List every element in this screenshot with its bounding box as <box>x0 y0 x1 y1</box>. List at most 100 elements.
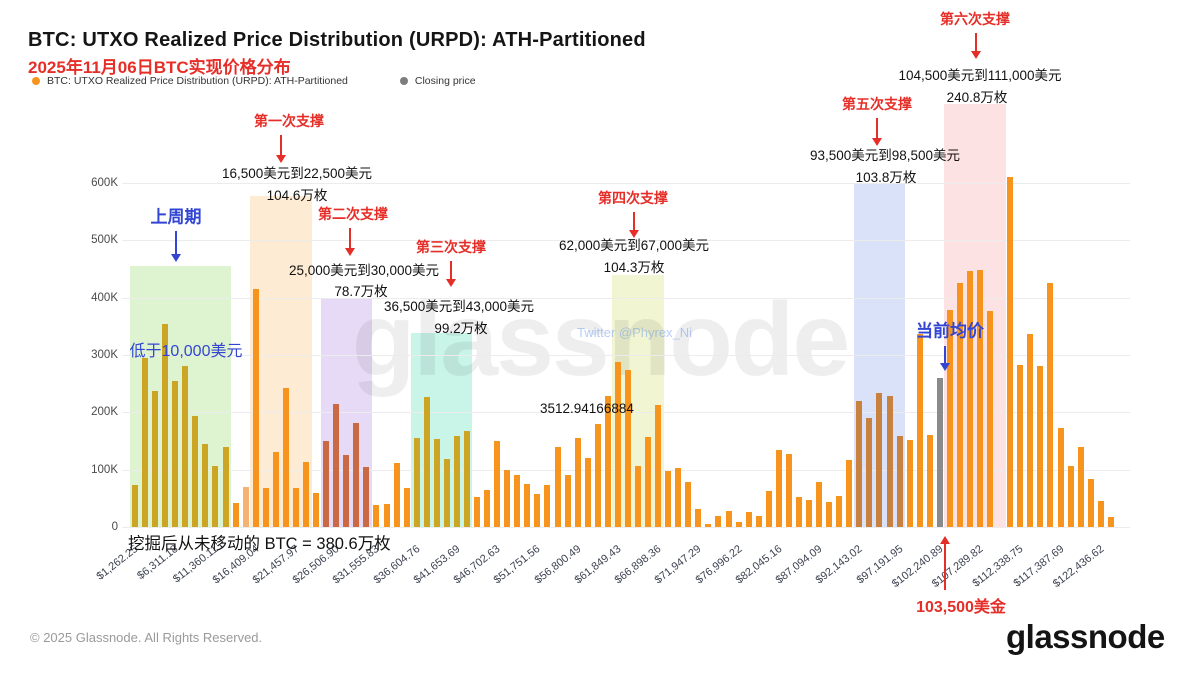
urpd-bar <box>725 510 732 527</box>
legend-item-urpd[interactable]: BTC: UTXO Realized Price Distribution (U… <box>32 75 348 87</box>
prev-cycle-text: 低于10,000美元 <box>129 343 243 360</box>
annotation-arrow <box>450 261 452 280</box>
urpd-bar <box>252 289 259 527</box>
support-6-region <box>944 103 1006 527</box>
urpd-bar <box>1087 478 1094 527</box>
urpd-bar <box>846 460 853 527</box>
urpd-bar <box>202 444 209 527</box>
urpd-bar <box>1037 365 1044 527</box>
urpd-bar <box>584 457 591 527</box>
urpd-bar <box>614 362 621 527</box>
urpd-bar <box>393 463 400 527</box>
urpd-bar <box>403 488 410 527</box>
y-gridline <box>122 527 1130 528</box>
urpd-bar <box>1047 283 1054 527</box>
annotation-arrow <box>944 346 946 364</box>
support-1-label: 第一次支撑 <box>254 113 324 129</box>
urpd-bar <box>785 453 792 527</box>
urpd-bar <box>564 474 571 527</box>
urpd-bar <box>665 471 672 527</box>
urpd-bar <box>574 438 581 527</box>
arrow-down-icon <box>345 248 355 256</box>
urpd-bar <box>423 396 430 527</box>
urpd-bar <box>373 504 380 527</box>
support-2-label: 第二次支撑 <box>318 206 388 222</box>
urpd-bar <box>474 496 481 527</box>
urpd-bar <box>916 333 923 527</box>
urpd-bar <box>152 390 159 527</box>
urpd-bar <box>554 447 561 527</box>
urpd-bar <box>695 509 702 527</box>
urpd-bar <box>1007 177 1014 527</box>
urpd-bar <box>635 465 641 527</box>
y-axis-tick-label: 600K <box>91 177 118 189</box>
urpd-bar <box>453 435 460 527</box>
urpd-bar <box>987 311 994 527</box>
urpd-bar <box>363 466 370 527</box>
urpd-bar <box>162 324 169 527</box>
support-3-region <box>411 333 473 527</box>
urpd-bar <box>1027 333 1034 527</box>
support-1-text: 104.6万枚 <box>266 188 328 203</box>
glassnode-watermark: glassnode <box>351 282 850 398</box>
support-3-label: 第三次支撑 <box>416 239 486 255</box>
urpd-bar <box>242 486 249 527</box>
urpd-bar <box>514 475 521 527</box>
arrow-down-icon <box>446 279 456 287</box>
annotation-arrow <box>876 118 878 139</box>
urpd-bar <box>886 396 893 527</box>
urpd-bar <box>433 439 440 527</box>
urpd-bar <box>192 415 199 527</box>
arrow-up-icon <box>940 536 950 544</box>
urpd-bar <box>212 465 219 527</box>
support-6-label: 第六次支撑 <box>940 11 1010 27</box>
annotation-arrow <box>175 231 177 255</box>
y-gridline <box>122 183 1130 184</box>
urpd-bar <box>1017 364 1024 527</box>
urpd-bar <box>524 484 531 527</box>
urpd-bar <box>876 392 883 527</box>
urpd-bar <box>1067 465 1074 527</box>
urpd-bar <box>484 490 491 527</box>
legend-item-closing-price-label: Closing price <box>414 75 476 87</box>
urpd-bar <box>292 488 299 527</box>
urpd-bar <box>303 462 310 527</box>
arrow-down-icon <box>872 138 882 146</box>
urpd-bar <box>594 423 601 527</box>
y-axis-tick-label: 200K <box>91 406 118 419</box>
support-1-text: 16,500美元到22,500美元 <box>221 166 373 181</box>
urpd-bar <box>735 521 742 527</box>
urpd-bar <box>896 435 903 527</box>
urpd-bar <box>544 484 551 527</box>
y-gridline <box>122 355 1130 356</box>
urpd-bar <box>926 434 933 527</box>
urpd-bar <box>313 493 320 527</box>
urpd-bar <box>836 496 843 527</box>
y-gridline <box>122 240 1130 242</box>
urpd-bar <box>1107 516 1114 527</box>
urpd-bar <box>816 482 823 527</box>
legend-item-closing-price[interactable]: Closing price <box>399 75 476 87</box>
prev-cycle-label: 上周期 <box>150 207 202 227</box>
support-5-text: 103.8万枚 <box>855 170 917 185</box>
y-axis-tick-label: 500K <box>91 234 118 247</box>
urpd-bar <box>946 309 953 527</box>
support-5-text: 93,500美元到98,500美元 <box>809 148 961 163</box>
urpd-series-dot-icon <box>32 77 40 85</box>
urpd-bar <box>977 270 984 527</box>
arrow-down-icon <box>971 51 981 59</box>
y-axis-tick-label: 300K <box>91 349 118 361</box>
urpd-bar <box>705 524 712 527</box>
support-4-text: 104.3万枚 <box>603 260 665 275</box>
urpd-bar <box>755 516 762 527</box>
urpd-bar <box>856 401 863 527</box>
closing-price-bar <box>936 377 943 527</box>
urpd-bar <box>765 490 772 527</box>
support-3-text: 36,500美元到43,000美元 <box>383 299 535 314</box>
annotation-arrow <box>975 33 977 52</box>
support-4-text: 62,000美元到67,000美元 <box>558 238 710 253</box>
y-axis-tick-label: 400K <box>91 291 118 304</box>
y-axis-tick-label: 0 <box>111 521 118 533</box>
